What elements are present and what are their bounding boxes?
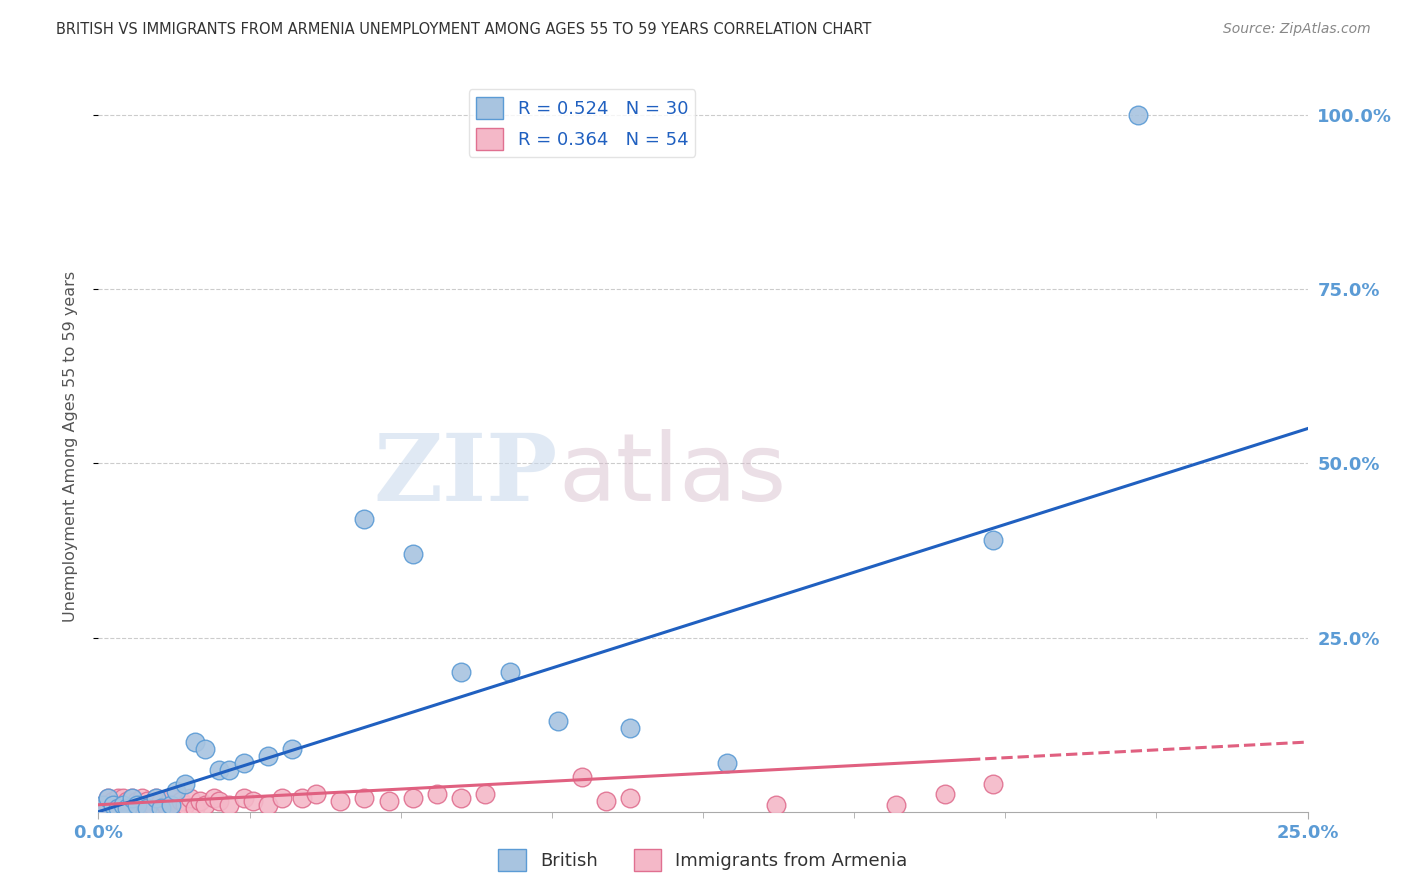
Point xyxy=(329,794,352,808)
Point xyxy=(101,794,124,808)
Point xyxy=(117,801,139,815)
Point xyxy=(135,801,157,815)
Point xyxy=(141,797,163,812)
Point xyxy=(353,512,375,526)
Point xyxy=(184,801,207,815)
Text: BRITISH VS IMMIGRANTS FROM ARMENIA UNEMPLOYMENT AMONG AGES 55 TO 59 YEARS CORREL: BRITISH VS IMMIGRANTS FROM ARMENIA UNEMP… xyxy=(56,22,872,37)
Point xyxy=(208,794,231,808)
Point xyxy=(353,790,375,805)
Point xyxy=(121,797,143,812)
Point xyxy=(290,790,312,805)
Point xyxy=(107,801,129,815)
Point xyxy=(127,794,149,808)
Point xyxy=(179,790,201,805)
Point xyxy=(107,801,129,815)
Legend: R = 0.524   N = 30, R = 0.364   N = 54: R = 0.524 N = 30, R = 0.364 N = 54 xyxy=(468,89,696,157)
Point xyxy=(121,790,143,805)
Point xyxy=(256,749,278,764)
Point xyxy=(135,794,157,808)
Point xyxy=(155,797,177,812)
Point xyxy=(131,797,153,812)
Point xyxy=(150,794,173,808)
Point xyxy=(1128,108,1150,122)
Point xyxy=(174,797,197,812)
Point xyxy=(101,797,124,812)
Point xyxy=(204,790,226,805)
Point xyxy=(127,797,149,812)
Point xyxy=(232,790,254,805)
Point xyxy=(150,801,173,815)
Point xyxy=(281,742,304,756)
Point xyxy=(188,794,211,808)
Point xyxy=(131,790,153,805)
Point xyxy=(111,797,134,812)
Point xyxy=(111,790,134,805)
Point xyxy=(160,790,183,805)
Point xyxy=(165,784,187,798)
Point xyxy=(194,742,217,756)
Point xyxy=(242,794,264,808)
Point xyxy=(232,756,254,770)
Point xyxy=(208,763,231,777)
Point xyxy=(450,665,472,680)
Point xyxy=(498,665,520,680)
Point xyxy=(716,756,738,770)
Point xyxy=(184,735,207,749)
Point xyxy=(97,790,120,805)
Point xyxy=(595,794,617,808)
Point xyxy=(165,801,187,815)
Point xyxy=(117,794,139,808)
Point xyxy=(218,763,240,777)
Y-axis label: Unemployment Among Ages 55 to 59 years: Unemployment Among Ages 55 to 59 years xyxy=(63,270,77,622)
Point xyxy=(377,794,399,808)
Point xyxy=(121,790,143,805)
Point xyxy=(256,797,278,812)
Point xyxy=(97,790,120,805)
Point xyxy=(981,533,1004,547)
Point xyxy=(426,787,449,801)
Point xyxy=(194,797,217,812)
Legend: British, Immigrants from Armenia: British, Immigrants from Armenia xyxy=(491,842,915,879)
Point xyxy=(547,714,569,728)
Point xyxy=(474,787,496,801)
Point xyxy=(619,790,641,805)
Point xyxy=(101,797,124,812)
Point xyxy=(305,787,328,801)
Point xyxy=(402,790,425,805)
Text: ZIP: ZIP xyxy=(374,430,558,520)
Point xyxy=(91,801,114,815)
Point xyxy=(450,790,472,805)
Text: atlas: atlas xyxy=(558,429,786,521)
Point xyxy=(145,790,167,805)
Point xyxy=(934,787,956,801)
Text: Source: ZipAtlas.com: Source: ZipAtlas.com xyxy=(1223,22,1371,37)
Point xyxy=(271,790,294,805)
Point xyxy=(127,801,149,815)
Point xyxy=(886,797,908,812)
Point xyxy=(402,547,425,561)
Point xyxy=(765,797,787,812)
Point xyxy=(97,797,120,812)
Point xyxy=(145,790,167,805)
Point xyxy=(174,777,197,791)
Point xyxy=(160,797,183,812)
Point xyxy=(218,797,240,812)
Point xyxy=(107,790,129,805)
Point xyxy=(571,770,593,784)
Point xyxy=(619,721,641,735)
Point xyxy=(135,801,157,815)
Point xyxy=(169,794,191,808)
Point xyxy=(117,801,139,815)
Point xyxy=(91,797,114,812)
Point xyxy=(111,797,134,812)
Point xyxy=(981,777,1004,791)
